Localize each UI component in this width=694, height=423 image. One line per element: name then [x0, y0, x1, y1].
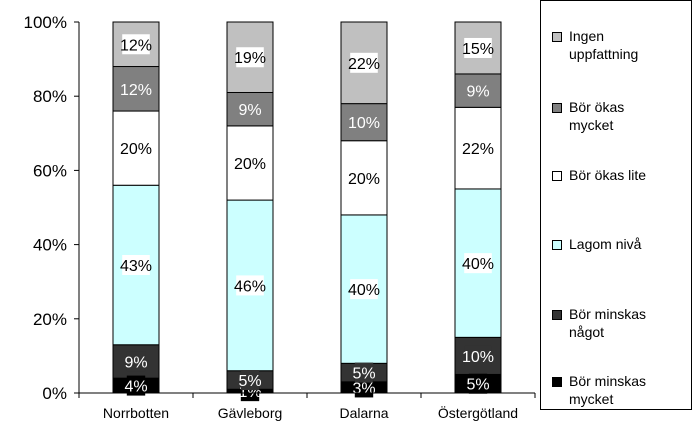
- segment-label: 20%: [120, 141, 152, 158]
- segment-label: 22%: [348, 56, 380, 73]
- legend-label: Bör ökas mycket: [569, 99, 625, 133]
- segment-label-bg: [236, 275, 264, 296]
- segment-label-bg: [464, 345, 492, 366]
- x-tick-label: Östergötland: [438, 404, 518, 421]
- segment-label: 43%: [120, 258, 152, 275]
- y-tick-label: 0%: [42, 384, 67, 403]
- segment-label: 9%: [466, 84, 489, 101]
- segment-label-bg: [236, 152, 264, 173]
- segment-label-bg: [122, 34, 150, 55]
- segment-label-bg: [464, 253, 492, 274]
- segment-label: 15%: [462, 41, 494, 58]
- legend-item-bor-minskas-nagot: Bör minskas något: [552, 305, 646, 341]
- segment-label: 40%: [462, 256, 494, 273]
- segment-label: 3%: [352, 380, 375, 397]
- x-tick-label: Norrbotten: [103, 405, 169, 421]
- segment-label-bg: [126, 351, 146, 372]
- y-tick-label: 100%: [24, 13, 67, 32]
- stacked-bar-chart: 4%9%43%20%12%12%1%5%46%20%9%19%3%5%40%20…: [24, 13, 536, 421]
- segment-label: 5%: [238, 373, 261, 390]
- legend-swatch: [552, 32, 562, 42]
- segment-label: 10%: [348, 115, 380, 132]
- segment-label-bg: [468, 373, 488, 394]
- legend-label: Bör minskas något: [569, 306, 647, 340]
- segment-label: 9%: [238, 102, 261, 119]
- segment-label: 20%: [348, 171, 380, 188]
- segment-label-bg: [122, 78, 150, 99]
- legend-item-bor-okas-lite: Bör ökas lite: [552, 166, 646, 184]
- legend-swatch: [552, 240, 562, 250]
- segment-label-bg: [350, 112, 378, 133]
- segment-label-bg: [240, 370, 260, 391]
- segment-label-bg: [236, 47, 264, 68]
- y-tick-label: 40%: [33, 236, 67, 255]
- bar-segment: [340, 21, 388, 105]
- segment-label-bg: [350, 52, 378, 73]
- legend-swatch: [552, 171, 562, 181]
- segment-label-bg: [122, 255, 150, 276]
- legend-label: Bör ökas lite: [569, 167, 647, 183]
- x-axis: Norrbotten Gävleborg Dalarna Östergötland: [78, 392, 536, 421]
- segment-label: 12%: [120, 82, 152, 99]
- x-tick-label: Gävleborg: [218, 405, 283, 421]
- segment-label: 40%: [348, 282, 380, 299]
- x-tick-label: Dalarna: [339, 405, 388, 421]
- legend-item-ingen-uppfattning: Ingen uppfattning: [552, 27, 638, 63]
- y-tick-label: 60%: [33, 161, 67, 180]
- segment-label-bg: [464, 37, 492, 58]
- segment-labels-group: 4%9%43%20%12%12%1%5%46%20%9%19%3%5%40%20…: [120, 34, 494, 402]
- segment-label-bg: [464, 138, 492, 159]
- segment-label: 5%: [466, 377, 489, 394]
- legend-label: Lagom nivå: [569, 236, 642, 252]
- legend-label: Ingen uppfattning: [569, 28, 639, 62]
- legend-swatch: [552, 377, 562, 387]
- segment-label: 9%: [124, 354, 147, 371]
- legend: Ingen uppfattning Bör ökas mycket Bör ök…: [540, 0, 692, 410]
- segment-label: 20%: [234, 156, 266, 173]
- legend-swatch: [552, 310, 562, 320]
- segment-label-bg: [350, 167, 378, 188]
- segment-label: 10%: [462, 349, 494, 366]
- legend-item-lagom-niva: Lagom nivå: [552, 235, 641, 253]
- y-axis: 0% 20% 40% 60% 80% 100%: [24, 13, 80, 403]
- segment-label-bg: [122, 138, 150, 159]
- y-tick-label: 20%: [33, 310, 67, 329]
- bars-group: [112, 21, 502, 394]
- segment-label: 5%: [352, 366, 375, 383]
- y-tick-label: 80%: [33, 87, 67, 106]
- segment-label-bg: [126, 375, 146, 396]
- legend-label: Bör minskas mycket: [569, 373, 647, 407]
- segment-label: 46%: [234, 278, 266, 295]
- legend-item-bor-minskas-mycket: Bör minskas mycket: [552, 372, 646, 408]
- segment-label: 19%: [234, 50, 266, 67]
- segment-label-bg: [468, 80, 488, 101]
- segment-label-bg: [350, 279, 378, 300]
- segment-label-bg: [240, 99, 260, 120]
- legend-item-bor-okas-mycket: Bör ökas mycket: [552, 98, 624, 134]
- legend-swatch: [552, 103, 562, 113]
- segment-label: 12%: [120, 37, 152, 54]
- segment-label: 4%: [124, 379, 147, 396]
- segment-label: 22%: [462, 141, 494, 158]
- segment-label-bg: [354, 362, 374, 383]
